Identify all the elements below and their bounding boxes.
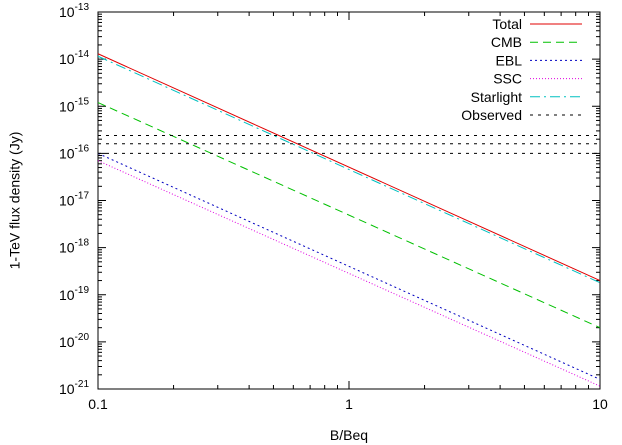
y-tick-label: 10-19 bbox=[59, 285, 89, 303]
y-tick-label: 10-16 bbox=[59, 143, 89, 161]
y-tick-label: 10-21 bbox=[59, 379, 89, 397]
series-line-cmb bbox=[97, 102, 601, 329]
plot-frame bbox=[97, 11, 601, 390]
series-line-total bbox=[97, 53, 601, 282]
y-tick-label: 10-20 bbox=[59, 332, 89, 350]
y-tick-label: 10-13 bbox=[59, 2, 89, 20]
legend-label-starlight: Starlight bbox=[471, 89, 522, 105]
legend-label-ebl: EBL bbox=[496, 52, 523, 68]
y-axis-label: 1-TeV flux density (Jy) bbox=[7, 132, 23, 270]
legend-label-observed: Observed bbox=[461, 107, 522, 123]
y-tick-label: 10-15 bbox=[59, 96, 89, 114]
series-line-starlight bbox=[97, 55, 601, 284]
y-tick-label: 10-17 bbox=[59, 191, 89, 209]
axis-ticks: 10-21 10-20 10-19 10-18 10-17 10-16 10-15 10-14… bbox=[59, 2, 608, 412]
legend-label-ssc: SSC bbox=[493, 71, 522, 87]
y-tick-label: 10-18 bbox=[59, 238, 89, 256]
x-tick-label: 10 bbox=[592, 396, 608, 412]
x-tick-label: 0.1 bbox=[88, 396, 108, 412]
legend: Total CMB EBL SSC Starlight Observed bbox=[461, 16, 582, 123]
plot-area bbox=[97, 11, 601, 390]
x-tick-label: 1 bbox=[345, 396, 353, 412]
series-line-ebl bbox=[97, 152, 601, 380]
legend-label-cmb: CMB bbox=[491, 34, 522, 50]
series-layer bbox=[97, 53, 601, 387]
legend-label-total: Total bbox=[492, 16, 522, 32]
x-axis-label: B/Beq bbox=[330, 427, 368, 443]
series-line-ssc bbox=[97, 160, 601, 387]
y-tick-label: 10-14 bbox=[59, 49, 89, 67]
